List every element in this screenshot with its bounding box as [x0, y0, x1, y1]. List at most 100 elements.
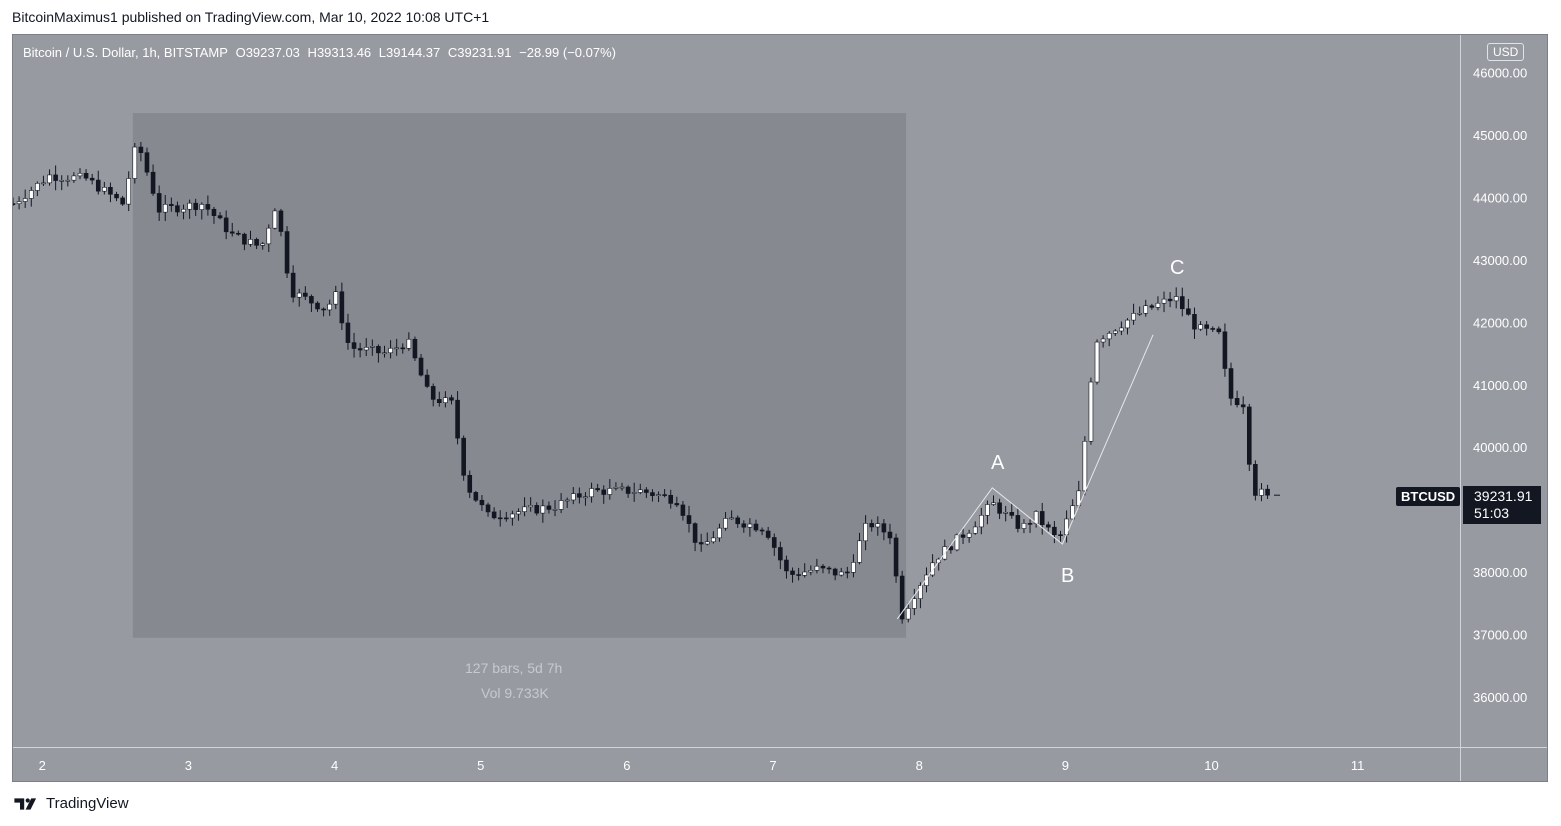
- measure-box: [132, 113, 907, 638]
- candle-down: [175, 205, 180, 213]
- candle-down: [887, 531, 893, 539]
- candle-up: [570, 493, 576, 501]
- currency-button[interactable]: USD: [1487, 43, 1525, 61]
- candle-up: [1161, 298, 1167, 304]
- candle-up: [552, 509, 558, 511]
- candle-up: [912, 598, 917, 609]
- ohlc-low: L39144.37: [379, 45, 440, 60]
- candle-up: [16, 201, 22, 205]
- candle-down: [89, 177, 95, 181]
- candle-down: [577, 493, 582, 498]
- candle-down: [899, 575, 905, 620]
- candle-down: [845, 571, 850, 574]
- candle-down: [485, 504, 491, 513]
- ticker-label: BTCUSD: [1396, 487, 1461, 506]
- candle-down: [601, 489, 607, 495]
- candle-up: [41, 182, 46, 185]
- wave-label-a: A: [991, 452, 1005, 474]
- candle-down: [418, 357, 424, 376]
- candle-down: [1179, 296, 1185, 310]
- candle-up: [1198, 324, 1203, 330]
- candle-up: [930, 562, 935, 576]
- x-tick-label: 2: [39, 758, 46, 773]
- tradingview-footer: TradingView: [14, 795, 129, 812]
- candle-down: [1222, 331, 1228, 369]
- price-axis-area: [1460, 35, 1547, 747]
- candle-down: [796, 574, 801, 576]
- candle-down: [960, 534, 966, 538]
- y-tick-label: 45000.00: [1473, 128, 1527, 143]
- ohlc-open: O39237.03: [236, 45, 300, 60]
- candle-up: [838, 571, 844, 576]
- ohlc-high: H39313.46: [308, 45, 372, 60]
- chart-frame: [12, 34, 1548, 782]
- footer-brand: TradingView: [46, 795, 129, 812]
- candle-down: [826, 567, 832, 570]
- candle-up: [1070, 505, 1075, 520]
- candle-up: [1021, 523, 1027, 529]
- candle-down: [449, 397, 454, 401]
- candle-up: [181, 208, 186, 213]
- candle-up: [59, 180, 65, 182]
- candle-down: [735, 517, 741, 525]
- candle-up: [564, 499, 570, 502]
- y-tick-label: 46000.00: [1473, 65, 1527, 80]
- high-value: 39313.46: [316, 45, 372, 60]
- candle-up: [528, 505, 533, 508]
- candle-up: [22, 198, 28, 202]
- candle-down: [765, 530, 771, 538]
- candle-up: [1259, 488, 1264, 496]
- candle-up: [1173, 296, 1179, 302]
- candle-down: [1234, 398, 1240, 406]
- candle-up: [1106, 332, 1112, 340]
- candle-down: [461, 437, 466, 476]
- candle-down: [400, 347, 406, 350]
- x-tick-label: 11: [1351, 758, 1365, 773]
- candle-down: [686, 515, 692, 524]
- candle-up: [522, 506, 527, 512]
- low-value: 39144.37: [386, 45, 441, 60]
- candle-down: [138, 146, 144, 153]
- candle-up: [540, 505, 546, 514]
- y-tick-label: 43000.00: [1473, 253, 1527, 268]
- candle-up: [802, 571, 808, 576]
- candle-down: [223, 217, 229, 233]
- candle-up: [924, 574, 929, 586]
- candle-down: [1240, 404, 1246, 408]
- candle-down: [668, 494, 674, 504]
- candle-down: [13, 203, 16, 205]
- candle-down: [1253, 464, 1258, 496]
- candle-down: [1186, 308, 1191, 315]
- candle-up: [296, 292, 302, 298]
- candle-up: [814, 565, 820, 571]
- candle-down: [893, 537, 899, 577]
- published-caption: BitcoinMaximus1 published on TradingView…: [12, 9, 490, 25]
- candle-up: [637, 489, 643, 493]
- abc-wave-line: [896, 334, 1154, 620]
- wave-label-c: C: [1170, 257, 1185, 279]
- candle-down: [546, 505, 552, 510]
- last-price-badge: 39231.91 51:03: [1463, 486, 1541, 524]
- candle-down: [150, 171, 156, 194]
- last-price-value: 39231.91: [1474, 488, 1533, 504]
- time-axis-area: [13, 747, 1547, 781]
- candle-down: [692, 523, 698, 543]
- high-label: H: [307, 45, 317, 60]
- candlestick-chart[interactable]: 46000.00 45000.00 44000.00 43000.00 42000.00…: [13, 35, 1547, 781]
- ohlc-close: C39231.91: [448, 45, 512, 60]
- x-tick-label: 10: [1204, 758, 1218, 773]
- candle-up: [516, 511, 521, 515]
- candle-down: [832, 568, 838, 576]
- candle-up: [47, 174, 52, 184]
- candle-down: [473, 492, 479, 501]
- candle-up: [77, 172, 83, 177]
- candle-down: [284, 231, 290, 274]
- candle-up: [394, 347, 399, 350]
- candle-down: [1046, 524, 1051, 528]
- open-value: 39237.03: [245, 45, 300, 60]
- candle-up: [248, 239, 253, 245]
- x-tick-label: 9: [1062, 758, 1069, 773]
- candle-down: [242, 233, 247, 245]
- candle-up: [370, 346, 375, 348]
- candle-up: [589, 488, 594, 498]
